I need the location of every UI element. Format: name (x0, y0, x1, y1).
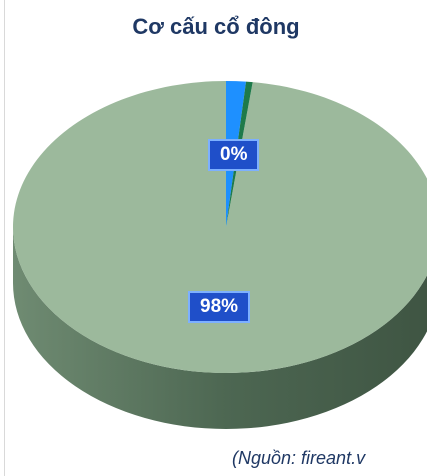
data-label-minor: 0% (208, 139, 260, 171)
chart-frame: Cơ cấu cổ đông (4, 0, 427, 476)
pie-slice-side-0 (13, 227, 427, 429)
chart-title: Cơ cấu cổ đông (132, 14, 300, 39)
pie-slice-0 (13, 81, 427, 373)
data-label-major: 98% (188, 291, 251, 323)
source-note: (Nguồn: fireant.v (232, 448, 366, 468)
